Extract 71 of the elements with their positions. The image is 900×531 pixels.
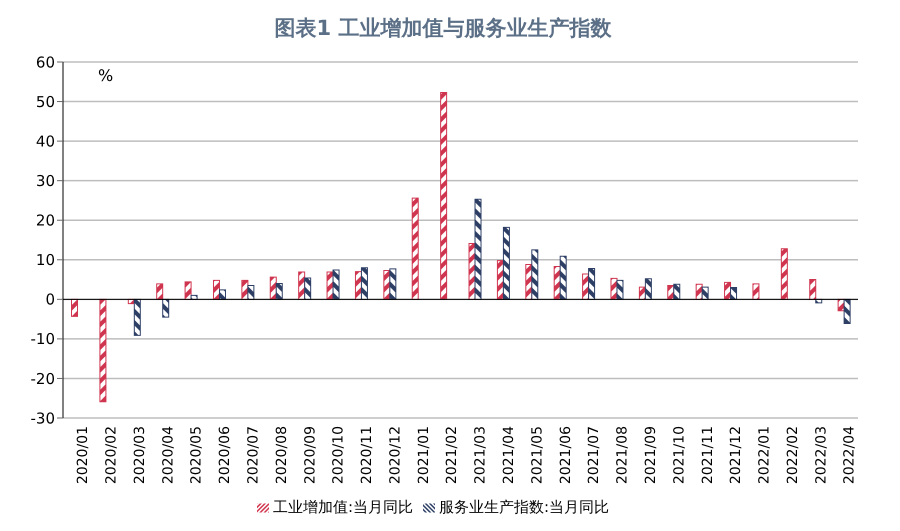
- x-tick-label: 2020/07: [245, 426, 262, 484]
- x-tick-label: 2021/04: [501, 426, 518, 484]
- bar: [560, 256, 567, 300]
- x-tick-label: 2021/10: [671, 426, 688, 484]
- x-tick-label: 2021/05: [529, 426, 546, 484]
- x-tick-label: 2020/02: [104, 426, 120, 484]
- x-tick-label: 2021/03: [472, 426, 489, 484]
- x-tick-label: 2022/02: [784, 426, 801, 484]
- bar: [502, 226, 510, 300]
- bar: [412, 198, 419, 300]
- x-tick-label: 2020/03: [132, 426, 148, 484]
- bar: [780, 248, 788, 300]
- y-tick-label: -10: [30, 330, 55, 348]
- y-tick-label: -30: [30, 409, 55, 428]
- chart-title: 图表1 工业增加值与服务业生产指数: [274, 15, 612, 42]
- x-tick-label: 2021/02: [444, 426, 460, 484]
- y-tick-label: 10: [36, 251, 55, 270]
- x-tick-label: 2020/10: [330, 426, 347, 484]
- x-tick-label: 2021/09: [642, 426, 659, 484]
- bar: [218, 289, 226, 300]
- bar: [844, 298, 851, 324]
- x-tick-label: 2020/09: [302, 426, 318, 484]
- y-tick-label: 40: [36, 132, 55, 150]
- x-tick-label: 2021/06: [558, 426, 574, 484]
- legend-label: 服务业生产指数:当月同比: [439, 498, 610, 516]
- bar: [440, 92, 448, 300]
- y-tick-label: 0: [45, 290, 55, 309]
- x-tick-label: 2021/11: [700, 426, 716, 484]
- x-tick-label: 2020/11: [359, 426, 376, 484]
- bar: [730, 286, 738, 300]
- x-tick-label: 2020/12: [387, 426, 404, 484]
- bar: [809, 279, 816, 300]
- y-tick-label: 50: [36, 92, 55, 111]
- bar: [247, 284, 254, 300]
- bar: [304, 277, 312, 300]
- x-tick-label: 2022/01: [756, 426, 773, 484]
- x-tick-label: 2022/03: [813, 426, 830, 484]
- bar: [752, 283, 760, 300]
- bar: [332, 270, 340, 300]
- x-tick-label: 2020/01: [75, 426, 92, 484]
- bar: [360, 267, 368, 300]
- bar: [71, 298, 78, 317]
- bar: [162, 298, 170, 318]
- x-tick-label: 2021/08: [614, 426, 631, 484]
- bar: [673, 284, 680, 300]
- bar: [276, 283, 283, 300]
- bar: [99, 298, 106, 402]
- x-tick-label: 2020/04: [160, 426, 176, 484]
- x-tick-label: 2022/04: [842, 426, 858, 484]
- x-tick-label: 2020/06: [217, 426, 234, 484]
- bar: [531, 249, 538, 300]
- x-tick-label: 2021/12: [728, 426, 744, 484]
- bar: [156, 283, 164, 300]
- x-tick-label: 2021/01: [416, 426, 432, 484]
- bar: [389, 268, 396, 300]
- bar: [134, 298, 141, 336]
- bar: [184, 281, 192, 300]
- bar: [616, 280, 624, 300]
- y-tick-label: 30: [36, 172, 55, 190]
- bar: [702, 286, 709, 300]
- bar: [474, 198, 482, 300]
- y-tick-label: -20: [30, 370, 55, 388]
- y-tick-label: 60: [36, 53, 55, 72]
- x-tick-label: 2020/05: [188, 426, 205, 484]
- x-tick-label: 2020/08: [274, 426, 290, 484]
- bar: [588, 268, 596, 300]
- y-tick-label: 20: [36, 212, 55, 230]
- legend-label: 工业增加值:当月同比: [272, 498, 413, 516]
- bar: [644, 278, 652, 300]
- x-tick-label: 2021/07: [586, 426, 602, 484]
- annotation: %: [98, 66, 114, 85]
